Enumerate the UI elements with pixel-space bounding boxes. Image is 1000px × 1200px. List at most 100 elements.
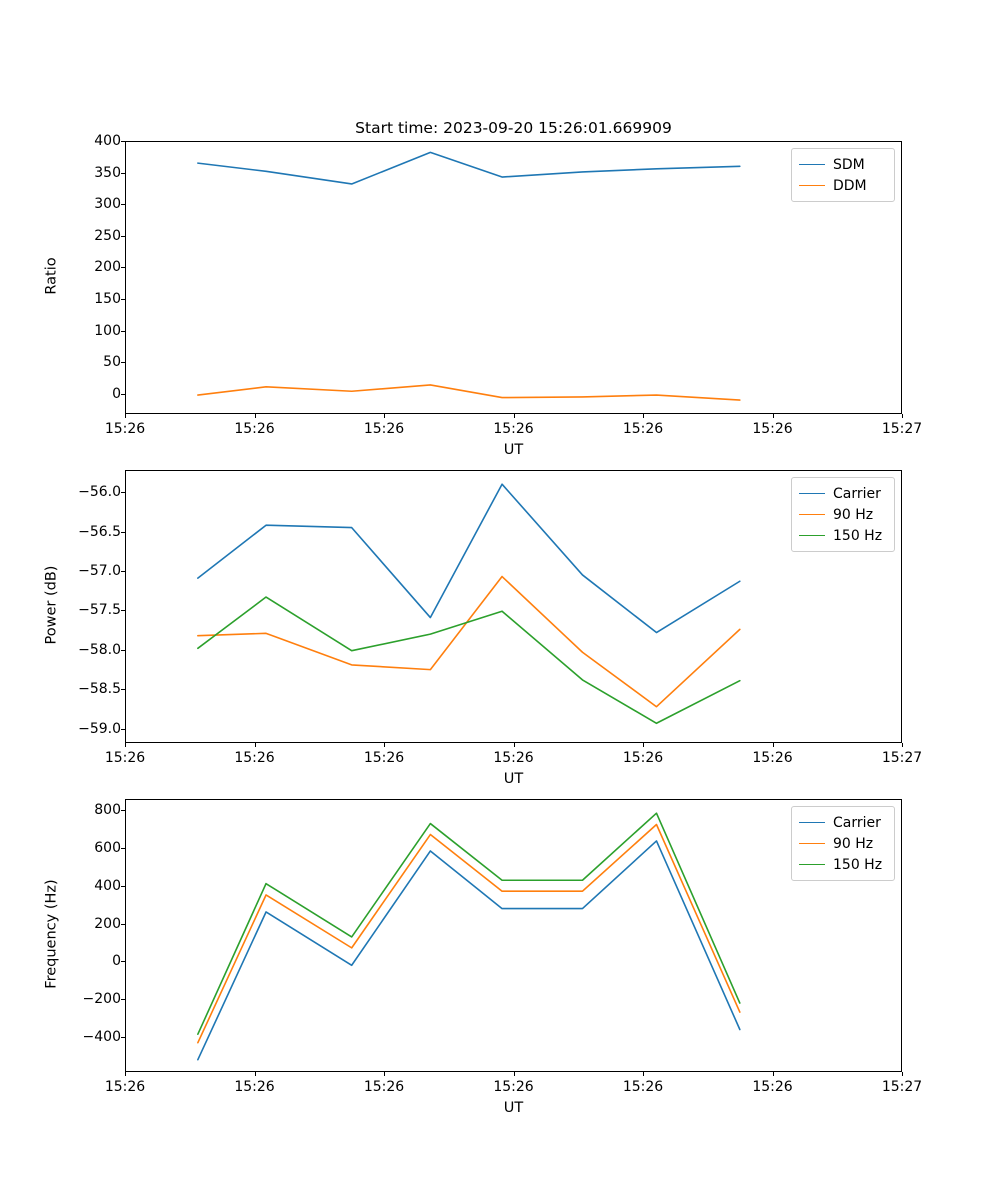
- y-axis-label: Frequency (Hz): [43, 878, 59, 989]
- y-tick-label: 250: [94, 227, 121, 244]
- x-tick-label: 15:26: [493, 421, 534, 437]
- y-tick-mark: [121, 393, 125, 395]
- y-tick-label: 300: [94, 196, 121, 213]
- y-tick-mark: [121, 204, 125, 206]
- legend-entry[interactable]: 90 Hz: [799, 504, 886, 525]
- y-tick-label: −56.5: [78, 523, 121, 540]
- y-tick-mark: [121, 1037, 125, 1039]
- x-tick-label: 15:27: [881, 750, 923, 766]
- series-line-150-hz: [197, 596, 741, 725]
- legend-label: DDM: [833, 177, 867, 194]
- y-tick-label: 0: [112, 385, 121, 402]
- legend-label: SDM: [833, 156, 865, 173]
- y-tick-mark: [121, 492, 125, 494]
- x-tick-mark: [125, 743, 126, 747]
- y-tick-label: 800: [94, 802, 121, 819]
- x-tick-mark: [772, 1072, 774, 1076]
- legend[interactable]: Carrier 90 Hz 150 Hz: [791, 477, 895, 552]
- legend-entry[interactable]: Carrier: [799, 812, 886, 833]
- y-tick-mark: [121, 298, 125, 300]
- x-tick-mark: [254, 1072, 256, 1076]
- y-tick-mark: [121, 649, 125, 651]
- y-tick-label: −200: [82, 991, 121, 1008]
- x-tick-mark: [254, 414, 256, 418]
- axes-frame-ratio: [125, 141, 902, 414]
- x-tick-mark: [125, 1072, 126, 1076]
- legend-label: 150 Hz: [833, 856, 883, 873]
- legend-line-swatch: [799, 493, 825, 494]
- series-line-90-hz: [197, 823, 741, 1044]
- x-axis-label: UT: [503, 1100, 524, 1116]
- legend-entry[interactable]: 150 Hz: [799, 525, 886, 546]
- legend-line-swatch: [799, 164, 825, 165]
- x-tick-label: 15:26: [363, 750, 405, 766]
- legend-entry[interactable]: 150 Hz: [799, 854, 886, 875]
- x-tick-mark: [902, 1072, 903, 1076]
- legend-entry[interactable]: DDM: [799, 175, 886, 196]
- x-tick-mark: [643, 414, 644, 418]
- x-tick-mark: [384, 743, 385, 747]
- x-tick-label: 15:26: [622, 421, 664, 437]
- y-axis-label: Ratio: [43, 256, 59, 295]
- legend-line-swatch: [799, 843, 825, 844]
- plot-lines-ratio: [197, 151, 741, 401]
- x-tick-label: 15:26: [752, 421, 793, 437]
- y-tick-label: 50: [103, 354, 121, 371]
- legend-entry[interactable]: Carrier: [799, 483, 886, 504]
- y-tick-mark: [121, 362, 125, 364]
- legend-label: Carrier: [833, 485, 881, 502]
- x-tick-label: 15:26: [234, 421, 275, 437]
- legend-line-swatch: [799, 185, 825, 186]
- x-tick-mark: [254, 743, 256, 747]
- x-tick-label: 15:26: [622, 750, 664, 766]
- y-tick-mark: [121, 999, 125, 1001]
- y-tick-label: 100: [94, 322, 121, 339]
- legend-entry[interactable]: SDM: [799, 154, 886, 175]
- y-tick-label: 600: [94, 840, 121, 857]
- y-tick-mark: [121, 267, 125, 269]
- y-tick-mark: [121, 531, 125, 533]
- y-tick-label: −400: [82, 1029, 121, 1046]
- series-line-carrier: [197, 840, 741, 1061]
- figure-title: Start time: 2023-09-20 15:26:01.669909: [355, 119, 672, 137]
- series-line-carrier: [197, 483, 741, 634]
- legend-line-swatch: [799, 514, 825, 515]
- x-tick-label: 15:26: [363, 1079, 405, 1095]
- y-tick-mark: [121, 141, 125, 142]
- x-tick-label: 15:27: [881, 1079, 923, 1095]
- x-tick-label: 15:26: [104, 1079, 146, 1095]
- y-tick-mark: [121, 689, 125, 691]
- subplot-power: [125, 470, 902, 743]
- y-axis-label: Power (dB): [43, 565, 59, 644]
- y-tick-label: −59.0: [78, 720, 121, 737]
- legend[interactable]: Carrier 90 Hz 150 Hz: [791, 806, 895, 881]
- y-tick-mark: [121, 610, 125, 612]
- x-tick-mark: [772, 414, 774, 418]
- plot-lines-frequency: [197, 812, 741, 1061]
- x-tick-mark: [384, 414, 385, 418]
- x-tick-label: 15:26: [752, 1079, 793, 1095]
- y-tick-label: 350: [94, 164, 121, 181]
- y-tick-label: 200: [94, 259, 121, 276]
- x-tick-label: 15:26: [493, 1079, 534, 1095]
- y-tick-label: −57.0: [78, 562, 121, 579]
- plot-lines-power: [197, 483, 741, 725]
- x-tick-mark: [643, 743, 644, 747]
- x-tick-label: 15:26: [104, 750, 146, 766]
- x-tick-mark: [513, 414, 515, 418]
- y-tick-mark: [121, 923, 125, 925]
- legend-label: 90 Hz: [833, 506, 874, 523]
- y-tick-mark: [121, 570, 125, 572]
- legend[interactable]: SDM DDM: [791, 148, 895, 202]
- series-line-90-hz: [197, 575, 741, 708]
- x-tick-mark: [902, 743, 903, 747]
- y-tick-mark: [121, 810, 125, 812]
- x-tick-label: 15:26: [493, 750, 534, 766]
- x-tick-label: 15:26: [234, 1079, 275, 1095]
- legend-entry[interactable]: 90 Hz: [799, 833, 886, 854]
- x-tick-mark: [513, 743, 515, 747]
- x-axis-label: UT: [503, 442, 524, 458]
- y-tick-mark: [121, 330, 125, 332]
- legend-line-swatch: [799, 822, 825, 823]
